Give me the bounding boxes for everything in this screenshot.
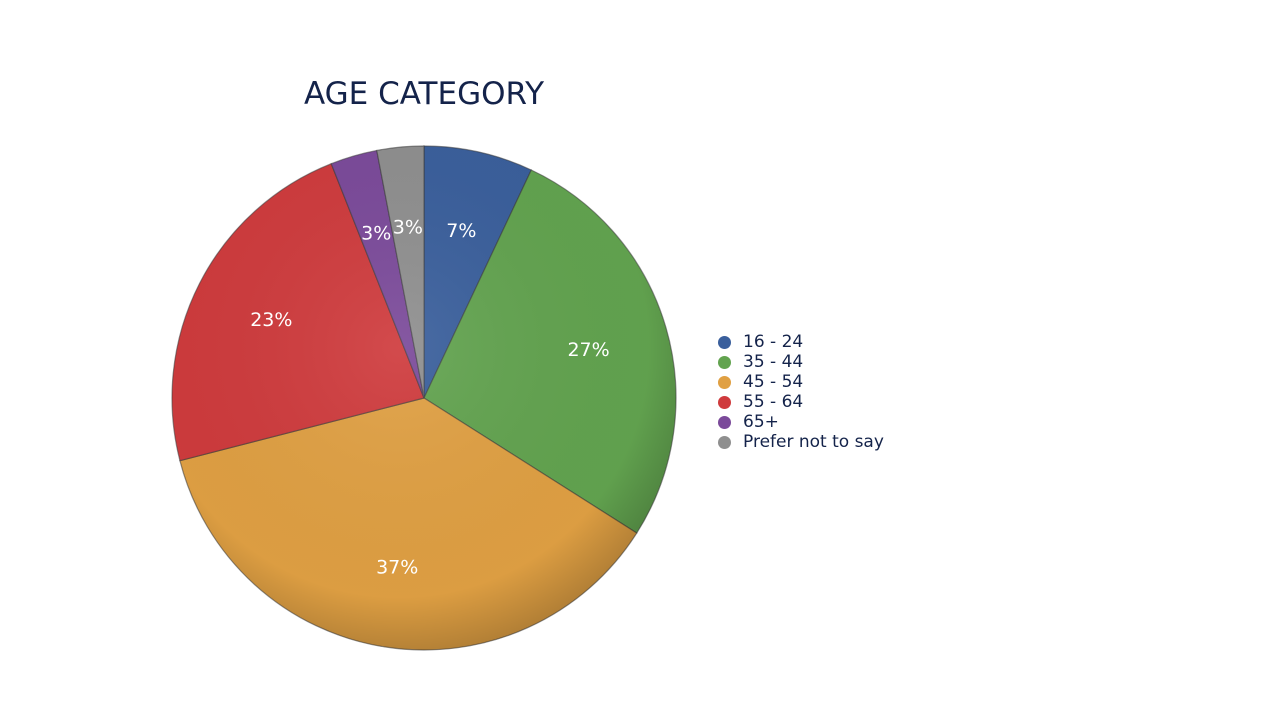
pie-data-labels: 7% 27% 37% 23% 3% 3% — [250, 216, 609, 578]
legend-swatch — [718, 435, 731, 449]
legend-swatch — [718, 375, 731, 389]
legend-label: 55 - 64 — [743, 392, 804, 412]
pie-slices — [171, 145, 677, 651]
legend-item-55-64: 55 - 64 — [718, 392, 884, 412]
data-label-prefer-not-to-say: 3% — [393, 216, 423, 238]
legend-item-16-24: 16 - 24 — [718, 332, 884, 352]
data-label-35-44: 27% — [567, 339, 609, 361]
data-label-65-plus: 3% — [361, 222, 391, 244]
data-label-16-24: 7% — [446, 220, 476, 242]
legend-swatch — [718, 415, 731, 429]
chart-title: AGE CATEGORY — [303, 76, 545, 112]
legend-label: 16 - 24 — [743, 332, 804, 352]
legend-item-45-54: 45 - 54 — [718, 372, 884, 392]
legend-item-65-plus: 65+ — [718, 412, 884, 432]
data-label-55-64: 23% — [250, 309, 292, 331]
legend-swatch — [718, 355, 731, 369]
legend-label: 65+ — [743, 412, 779, 432]
data-label-45-54: 37% — [376, 556, 418, 578]
legend-swatch — [718, 395, 731, 409]
legend-label: 45 - 54 — [743, 372, 804, 392]
legend-item-35-44: 35 - 44 — [718, 352, 884, 372]
chart-legend: 16 - 24 35 - 44 45 - 54 55 - 64 65+ Prefer no… — [718, 332, 884, 452]
legend-swatch — [718, 335, 731, 349]
legend-label: Prefer not to say — [743, 432, 884, 452]
legend-item-prefer-not-to-say: Prefer not to say — [718, 432, 884, 452]
legend-label: 35 - 44 — [743, 352, 804, 372]
